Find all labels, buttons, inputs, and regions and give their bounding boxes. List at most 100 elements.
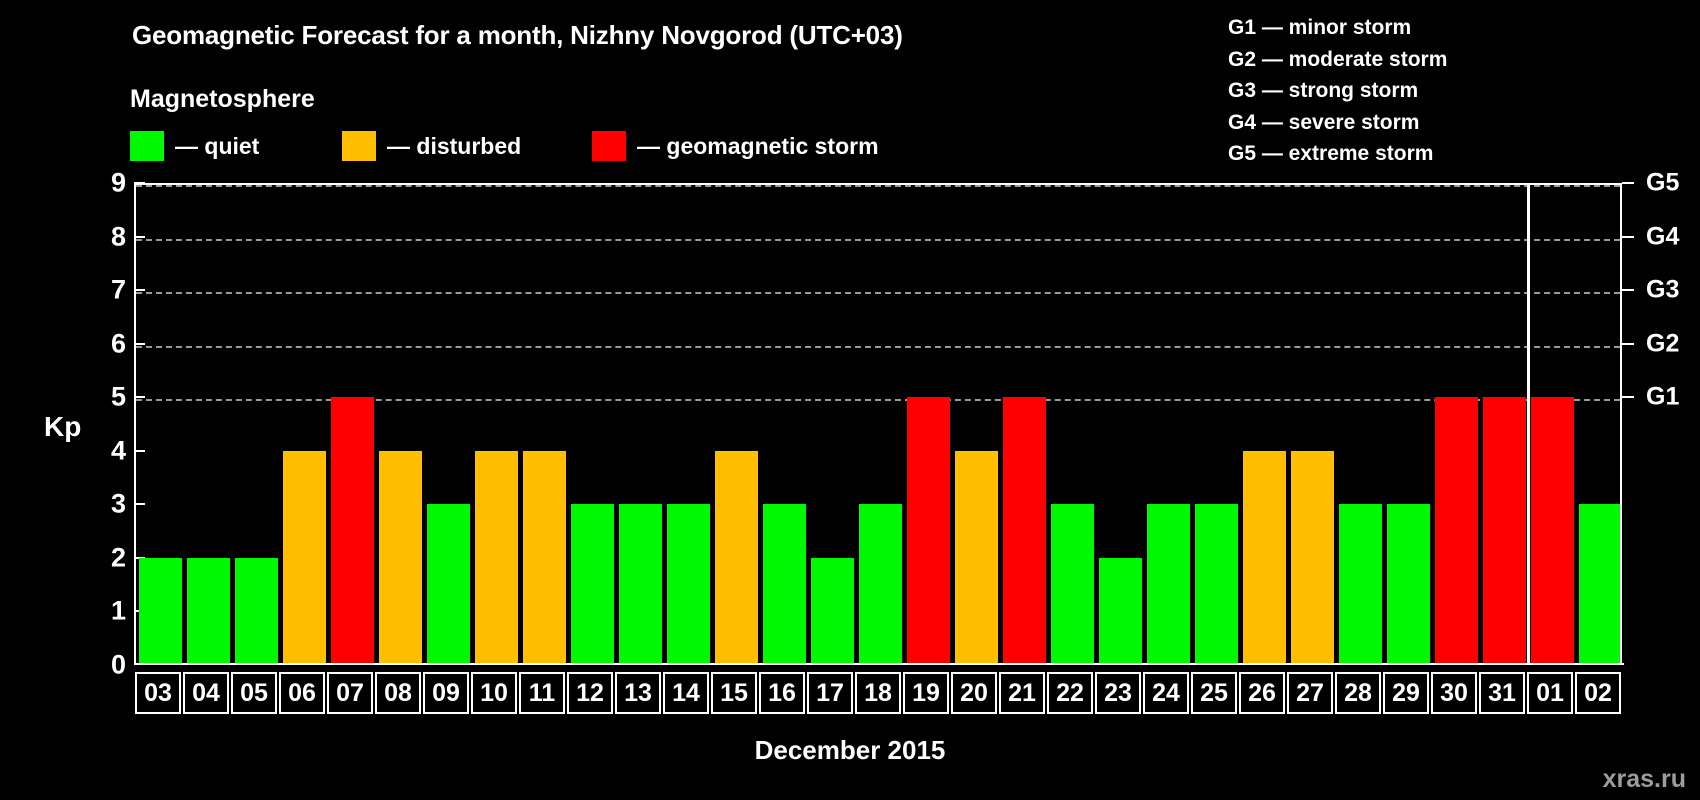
g-legend-row-g5: G5 — extreme storm — [1228, 142, 1434, 165]
y-axis-title: Kp — [44, 411, 82, 442]
day-label-03: 03 — [135, 672, 181, 714]
storm-legend-text: — geomagnetic storm — [637, 132, 879, 159]
bar-day-27 — [1290, 450, 1334, 665]
y-tick-label-8: 8 — [110, 221, 126, 252]
g-tick-mark-g2 — [1622, 342, 1634, 345]
day-label-23: 23 — [1095, 672, 1141, 714]
day-label-11: 11 — [519, 672, 565, 714]
day-label-29: 29 — [1383, 672, 1429, 714]
y-tick-label-4: 4 — [110, 435, 126, 466]
day-label-27: 27 — [1287, 672, 1333, 714]
y-tick-mark-7 — [134, 289, 145, 292]
bar-day-28 — [1338, 504, 1382, 665]
gridline-kp-6 — [136, 345, 1620, 348]
day-label-25: 25 — [1191, 672, 1237, 714]
bar-day-08 — [378, 450, 422, 665]
bar-day-31 — [1482, 397, 1526, 665]
g-legend-row-g3: G3 — strong storm — [1228, 79, 1419, 102]
day-label-14: 14 — [663, 672, 709, 714]
disturbed-legend-swatch — [342, 131, 376, 161]
bar-day-16 — [762, 504, 806, 665]
bar-day-26 — [1242, 450, 1286, 665]
g-tick-label-g5: G5 — [1646, 168, 1680, 197]
day-label-06: 06 — [279, 672, 325, 714]
y-tick-label-0: 0 — [110, 649, 126, 680]
bar-day-30 — [1434, 397, 1478, 665]
bar-day-15 — [714, 450, 758, 665]
day-label-15: 15 — [711, 672, 757, 714]
bar-day-10 — [474, 450, 518, 665]
g-legend-row-g1: G1 — minor storm — [1228, 16, 1412, 39]
day-label-01: 01 — [1527, 672, 1573, 714]
g-scale-legend: G1 — minor storm G2 — moderate storm G3 — … — [1228, 12, 1447, 170]
bar-day-04 — [186, 557, 230, 665]
day-label-22: 22 — [1047, 672, 1093, 714]
month-divider-line — [1526, 185, 1530, 665]
bar-day-23 — [1098, 557, 1142, 665]
bar-day-29 — [1386, 504, 1430, 665]
bar-day-01 — [1530, 397, 1574, 665]
y-axis-kp: 0 1 2 3 4 5 6 7 8 9 — [48, 0, 126, 800]
day-label-20: 20 — [951, 672, 997, 714]
y-tick-mark-3 — [134, 503, 145, 506]
gridline-kp-5 — [136, 399, 1620, 402]
magnetosphere-label: Magnetosphere — [130, 85, 315, 113]
day-label-07: 07 — [327, 672, 373, 714]
quiet-legend: — quiet — [130, 130, 259, 162]
plot-area — [134, 183, 1622, 665]
g-tick-mark-g1 — [1622, 396, 1634, 399]
y-tick-label-2: 2 — [110, 542, 126, 573]
y-tick-label-1: 1 — [110, 595, 126, 626]
bar-day-06 — [282, 450, 326, 665]
disturbed-legend-text: — disturbed — [387, 132, 522, 159]
bar-day-24 — [1146, 504, 1190, 665]
bar-day-02 — [1578, 504, 1620, 665]
bar-day-13 — [618, 504, 662, 665]
y-tick-mark-6 — [134, 342, 145, 345]
day-label-21: 21 — [999, 672, 1045, 714]
gridline-kp-7 — [136, 292, 1620, 295]
day-label-05: 05 — [231, 672, 277, 714]
day-label-19: 19 — [903, 672, 949, 714]
day-label-10: 10 — [471, 672, 517, 714]
day-label-31: 31 — [1479, 672, 1525, 714]
g-tick-label-g4: G4 — [1646, 222, 1680, 251]
quiet-legend-swatch — [130, 131, 164, 161]
gridline-kp-8 — [136, 238, 1620, 241]
bar-day-20 — [954, 450, 998, 665]
bar-day-19 — [906, 397, 950, 665]
storm-legend-swatch — [592, 131, 626, 161]
g-tick-label-g3: G3 — [1646, 275, 1680, 304]
y-tick-label-6: 6 — [110, 328, 126, 359]
bar-day-12 — [570, 504, 614, 665]
plot-inner — [136, 185, 1620, 665]
bar-day-05 — [234, 557, 278, 665]
y-tick-mark-2 — [134, 556, 145, 559]
watermark: xras.ru — [1602, 765, 1686, 793]
day-label-28: 28 — [1335, 672, 1381, 714]
y-tick-mark-5 — [134, 396, 145, 399]
day-label-02: 02 — [1575, 672, 1621, 714]
day-label-24: 24 — [1143, 672, 1189, 714]
g-tick-label-g1: G1 — [1646, 382, 1680, 411]
gridline-kp-9 — [136, 185, 1620, 187]
bar-day-21 — [1002, 397, 1046, 665]
y-tick-mark-4 — [134, 449, 145, 452]
g-tick-mark-g4 — [1622, 235, 1634, 238]
g-tick-label-g2: G2 — [1646, 329, 1680, 358]
bar-day-14 — [666, 504, 710, 665]
g-tick-mark-g5 — [1622, 182, 1634, 184]
storm-legend: — geomagnetic storm — [592, 130, 879, 162]
y-tick-mark-8 — [134, 235, 145, 238]
y-tick-label-9: 9 — [110, 167, 126, 198]
day-label-16: 16 — [759, 672, 805, 714]
y-tick-label-7: 7 — [110, 274, 126, 305]
g-legend-row-g2: G2 — moderate storm — [1228, 47, 1448, 71]
x-axis-title: December 2015 — [754, 735, 946, 765]
day-label-18: 18 — [855, 672, 901, 714]
bar-day-07 — [330, 397, 374, 665]
g-legend-row-g4: G4 — severe storm — [1228, 110, 1420, 134]
day-label-26: 26 — [1239, 672, 1285, 714]
bar-day-22 — [1050, 504, 1094, 665]
y-tick-label-5: 5 — [110, 381, 126, 412]
